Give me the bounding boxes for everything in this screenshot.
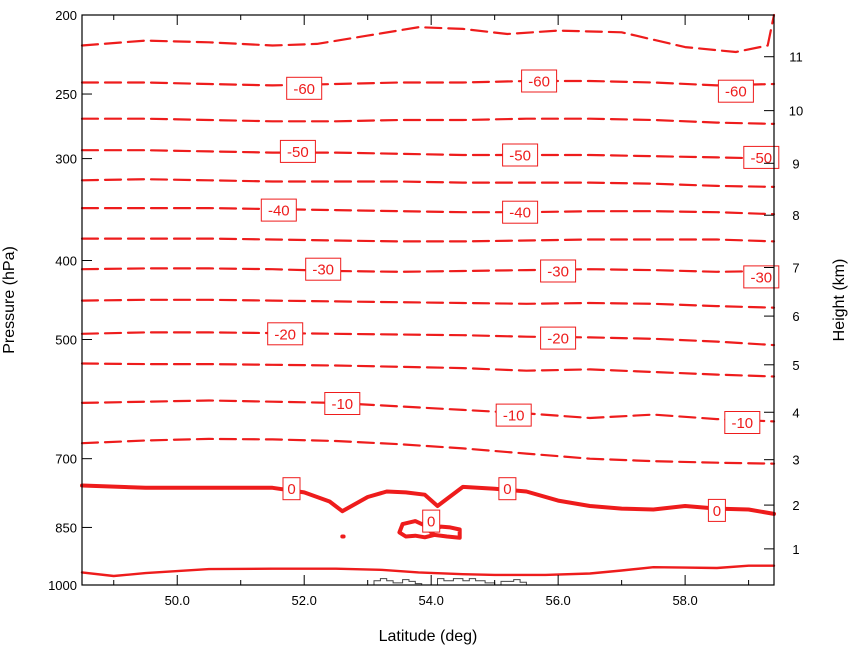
contour-label-box-4 — [502, 143, 539, 167]
y-axis-right: 1 2 3 4 5 6 7 8 9 10 11 — [764, 50, 803, 557]
contour-line-7 — [80, 267, 776, 273]
contour-label-box-12 — [540, 326, 577, 350]
contour-label-13: -10 — [331, 396, 353, 413]
contour-line-5 — [80, 207, 776, 216]
contour-line-6 — [80, 237, 776, 243]
contour-label-box-11 — [267, 322, 304, 346]
plot-frame — [81, 14, 775, 586]
x-axis-title: Latitude (deg) — [379, 628, 478, 645]
contour-label-box-14 — [495, 403, 532, 427]
right-tick-label: 6 — [792, 309, 799, 324]
x-tick-label: 52.0 — [292, 593, 317, 608]
right-tick-label: 7 — [792, 260, 799, 275]
right-tick-label: 10 — [789, 104, 803, 119]
right-axis-title: Height (km) — [831, 259, 848, 342]
contour-label-box-16 — [282, 477, 301, 501]
right-tick-label: 3 — [792, 453, 799, 468]
y-tick-label: 300 — [55, 152, 77, 167]
contour-label-9: -30 — [547, 264, 569, 281]
contour-label-16: 0 — [287, 481, 295, 498]
contour-label-1: -60 — [528, 74, 550, 91]
contour-line-2 — [80, 117, 776, 126]
contour-label-11: -20 — [274, 326, 296, 343]
x-tick-label: 50.0 — [165, 593, 190, 608]
contour-label-box-7 — [502, 200, 539, 224]
contour-line-16 — [80, 564, 776, 578]
contour-label-box-6 — [260, 198, 297, 222]
contour-label-15: -10 — [731, 415, 753, 432]
right-tick-label: 4 — [792, 405, 799, 420]
x-tick-label: 54.0 — [419, 593, 444, 608]
contour-label-4: -50 — [509, 148, 531, 165]
contour-label-box-9 — [540, 259, 577, 283]
right-tick-label: 1 — [792, 542, 799, 557]
right-tick-label: 5 — [792, 358, 799, 373]
y-tick-label: 200 — [55, 8, 77, 23]
contour-label-17: 0 — [503, 481, 511, 498]
right-tick-label: 2 — [792, 498, 799, 513]
right-tick-label: 9 — [792, 156, 799, 171]
contour-line-11 — [80, 399, 776, 423]
contour-label-box-18 — [422, 509, 441, 533]
contour-line-0 — [80, 13, 776, 54]
contour-label-18: 0 — [427, 514, 435, 531]
contour-label-box-17 — [498, 477, 517, 501]
contour-line-4 — [80, 178, 776, 188]
contour-label-12: -20 — [547, 331, 569, 348]
contour-label-3: -50 — [287, 144, 309, 161]
contour-label-box-8 — [305, 257, 342, 281]
y-tick-label: 1000 — [48, 578, 77, 593]
contour-label-box-1 — [521, 69, 558, 93]
contour-line-12 — [80, 437, 776, 465]
contour-line-1 — [80, 79, 776, 87]
contour-label-box-0 — [286, 76, 323, 100]
x-axis: 50.0 52.0 54.0 56.0 58.0 — [113, 15, 750, 608]
terrain-outline — [373, 578, 533, 586]
y-tick-label: 400 — [55, 253, 77, 268]
contour-label-0: -60 — [293, 81, 315, 98]
contour-label-8: -30 — [312, 262, 334, 279]
contour-label-5: -50 — [750, 150, 772, 167]
contour-label-10: -30 — [750, 269, 772, 286]
contour-line-8 — [80, 298, 776, 309]
terrain-line — [373, 578, 533, 586]
contour-label-box-15 — [724, 411, 761, 434]
x-tick-label: 56.0 — [545, 593, 570, 608]
contour-label-14: -10 — [503, 408, 525, 425]
contour-line-3 — [80, 149, 776, 160]
y-tick-label: 250 — [55, 87, 77, 102]
contour-label-box-19 — [707, 498, 726, 522]
y-axis-left: 200 250 300 400 500 700 850 1000 — [48, 8, 92, 593]
contour-labels: -60 -60 -60 -50 -50 -50 -40 -40 -30 -30 -30 -20 -20 -… — [260, 69, 780, 533]
contour-label-box-13 — [324, 392, 361, 415]
contour-line-9 — [80, 331, 776, 347]
contour-label-2: -60 — [725, 84, 747, 101]
y-axis-title: Pressure (hPa) — [1, 246, 18, 354]
contour-label-7: -40 — [509, 205, 531, 222]
y-tick-label: 850 — [55, 520, 77, 535]
isotherm-contours — [80, 13, 776, 578]
contour-label-box-10 — [743, 265, 780, 289]
x-tick-label: 58.0 — [672, 593, 697, 608]
contour-label-6: -40 — [268, 203, 290, 220]
contour-label-box-2 — [717, 79, 754, 103]
y-tick-label: 700 — [55, 452, 77, 467]
contour-label-box-3 — [279, 139, 316, 163]
right-tick-label: 11 — [789, 50, 803, 65]
contour-line-10 — [80, 362, 776, 378]
right-tick-label: 8 — [792, 208, 799, 223]
contour-label-19: 0 — [713, 503, 721, 520]
y-tick-label: 500 — [55, 333, 77, 348]
